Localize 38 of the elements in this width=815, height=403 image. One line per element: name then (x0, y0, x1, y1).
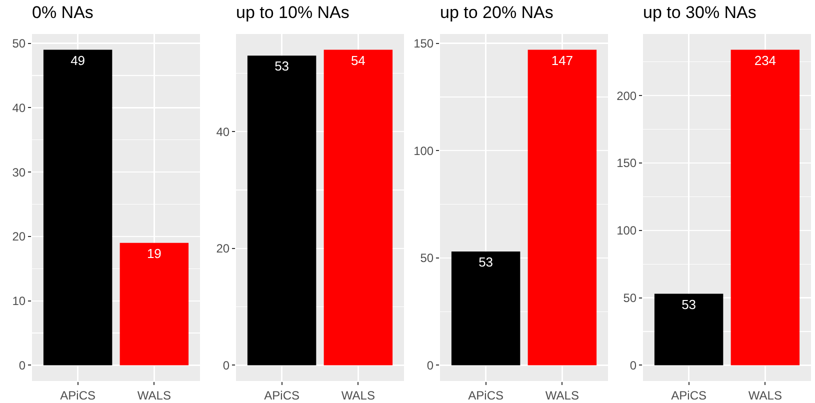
y-tick-label: 0 (222, 358, 230, 372)
x-tick-label: WALS (748, 388, 782, 402)
data-label: 147 (550, 52, 573, 68)
data-label: 19 (146, 246, 162, 261)
y-tick-label: 10 (12, 294, 26, 308)
y-tick-label: 20 (12, 230, 26, 244)
x-tick-label: APiCS (60, 388, 96, 402)
y-tick-label: 0 (426, 358, 434, 372)
y-tick-label: 50 (12, 36, 26, 51)
y-tick-label: 50 (623, 291, 638, 306)
x-tick-label: WALS (341, 388, 375, 402)
data-label: 54 (350, 52, 366, 68)
y-tick-label: 0 (18, 358, 26, 372)
y-tick-label: 20 (216, 242, 230, 256)
data-label: 234 (754, 52, 776, 68)
data-label: 53 (682, 296, 696, 312)
y-tick-label: 30 (12, 165, 26, 180)
data-label: 53 (274, 58, 289, 74)
data-label: 53 (478, 254, 493, 270)
x-tick-label: APiCS (468, 388, 503, 402)
x-tick-label: APiCS (671, 388, 707, 402)
y-tick-label: 40 (12, 100, 26, 115)
x-tick-label: APiCS (264, 388, 300, 402)
y-tick-label: 200 (616, 88, 638, 103)
y-tick-label: 50 (420, 251, 434, 266)
y-tick-label: 100 (616, 224, 638, 238)
x-tick-label: WALS (137, 388, 171, 402)
chart-title: up to 10% NAs (236, 2, 350, 22)
y-tick-label: 40 (216, 124, 230, 139)
y-tick-label: 150 (616, 156, 638, 170)
chart-title: 0% NAs (32, 2, 94, 22)
y-tick-label: 100 (413, 144, 434, 158)
chart-title: up to 20% NAs (440, 2, 553, 22)
x-tick-label: WALS (544, 388, 578, 402)
y-tick-label: 150 (413, 36, 434, 51)
y-tick-label: 0 (630, 358, 638, 372)
chart-title: up to 30% NAs (643, 2, 757, 22)
data-label: 49 (70, 52, 86, 68)
